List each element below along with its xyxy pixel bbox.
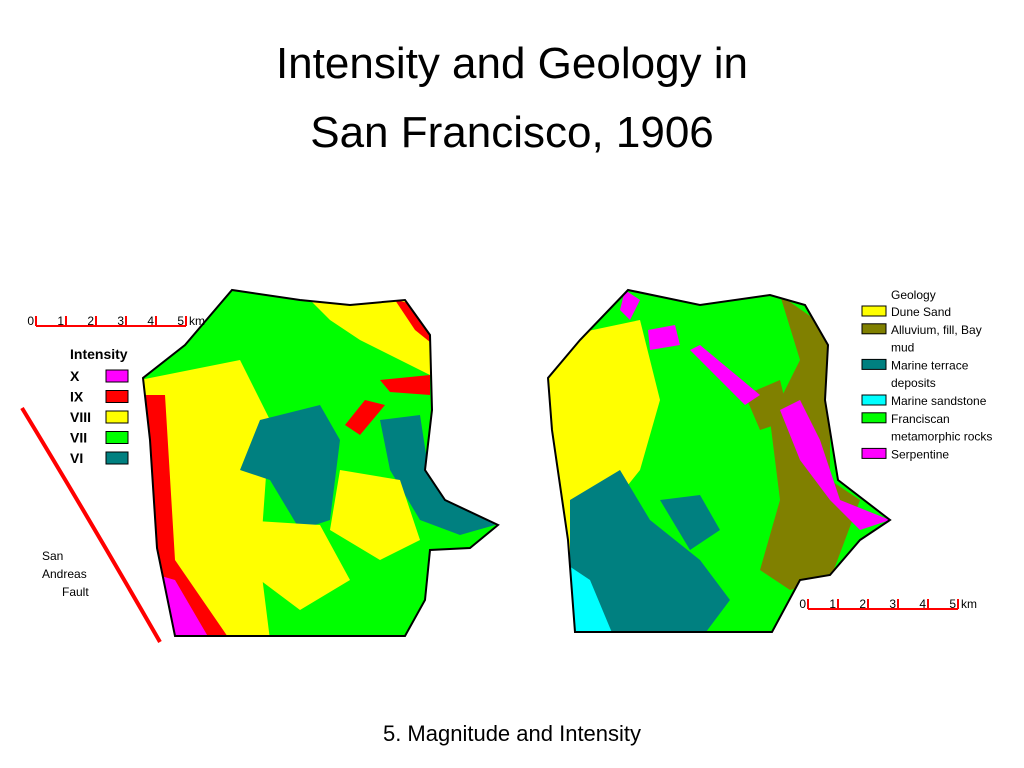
- scale-label: 2: [87, 314, 94, 328]
- legend-label: Dune Sand: [891, 305, 951, 319]
- scale-label: 4: [919, 597, 926, 611]
- legend-swatch: [861, 447, 887, 459]
- legend-label: IX: [70, 389, 84, 405]
- legend-swatch: [861, 358, 887, 370]
- legend-swatch: [861, 394, 887, 406]
- title-line: San Francisco, 1906: [310, 108, 714, 157]
- legend-swatch: [105, 451, 129, 465]
- scale-label: 2: [859, 597, 866, 611]
- fault-label: San: [42, 549, 63, 563]
- legend-label: VIII: [70, 409, 91, 425]
- scale-label: 3: [117, 314, 124, 328]
- map-outline: [141, 288, 500, 637]
- legend-label: Marine terrace: [891, 358, 969, 372]
- legend-swatch: [861, 412, 887, 424]
- legend-label: Marine sandstone: [891, 394, 987, 408]
- legend-label: Franciscan: [891, 412, 950, 426]
- legend-swatch: [861, 323, 887, 335]
- legend-swatch: [105, 390, 129, 403]
- intensity-map: [143, 290, 498, 636]
- legend-label: Serpentine: [891, 447, 949, 461]
- legend-title: Intensity: [70, 346, 128, 362]
- scale-unit: km: [189, 314, 205, 328]
- legend-title: Geology: [891, 288, 936, 302]
- legend-label: VI: [70, 450, 83, 466]
- legend-label: mud: [891, 341, 914, 355]
- fault-label: Fault: [62, 585, 89, 599]
- scale-label: 3: [889, 597, 896, 611]
- scale-label: 5: [949, 597, 956, 611]
- scale-unit: km: [961, 597, 977, 611]
- footer: 5. Magnitude and Intensity: [383, 721, 641, 746]
- scale-label: 0: [799, 597, 806, 611]
- legend-label: Alluvium, fill, Bay: [891, 323, 982, 337]
- legend-label: VII: [70, 430, 87, 446]
- fault-line: [20, 406, 162, 643]
- scale-label: 1: [57, 314, 64, 328]
- legend-swatch: [105, 431, 129, 444]
- legend-swatch: [861, 305, 887, 317]
- legend-swatch: [105, 410, 129, 424]
- geology-map: [548, 290, 890, 632]
- scale-label: 1: [829, 597, 836, 611]
- title-line: Intensity and Geology in: [276, 39, 748, 88]
- legend-label: X: [70, 368, 80, 384]
- legend-label: deposits: [891, 376, 936, 390]
- legend-swatch: [105, 369, 129, 383]
- scale-label: 0: [27, 314, 34, 328]
- fault-label: Andreas: [42, 567, 87, 581]
- scale-label: 5: [177, 314, 184, 328]
- scale-label: 4: [147, 314, 154, 328]
- legend-label: metamorphic rocks: [891, 430, 992, 444]
- map-outline: [546, 288, 892, 633]
